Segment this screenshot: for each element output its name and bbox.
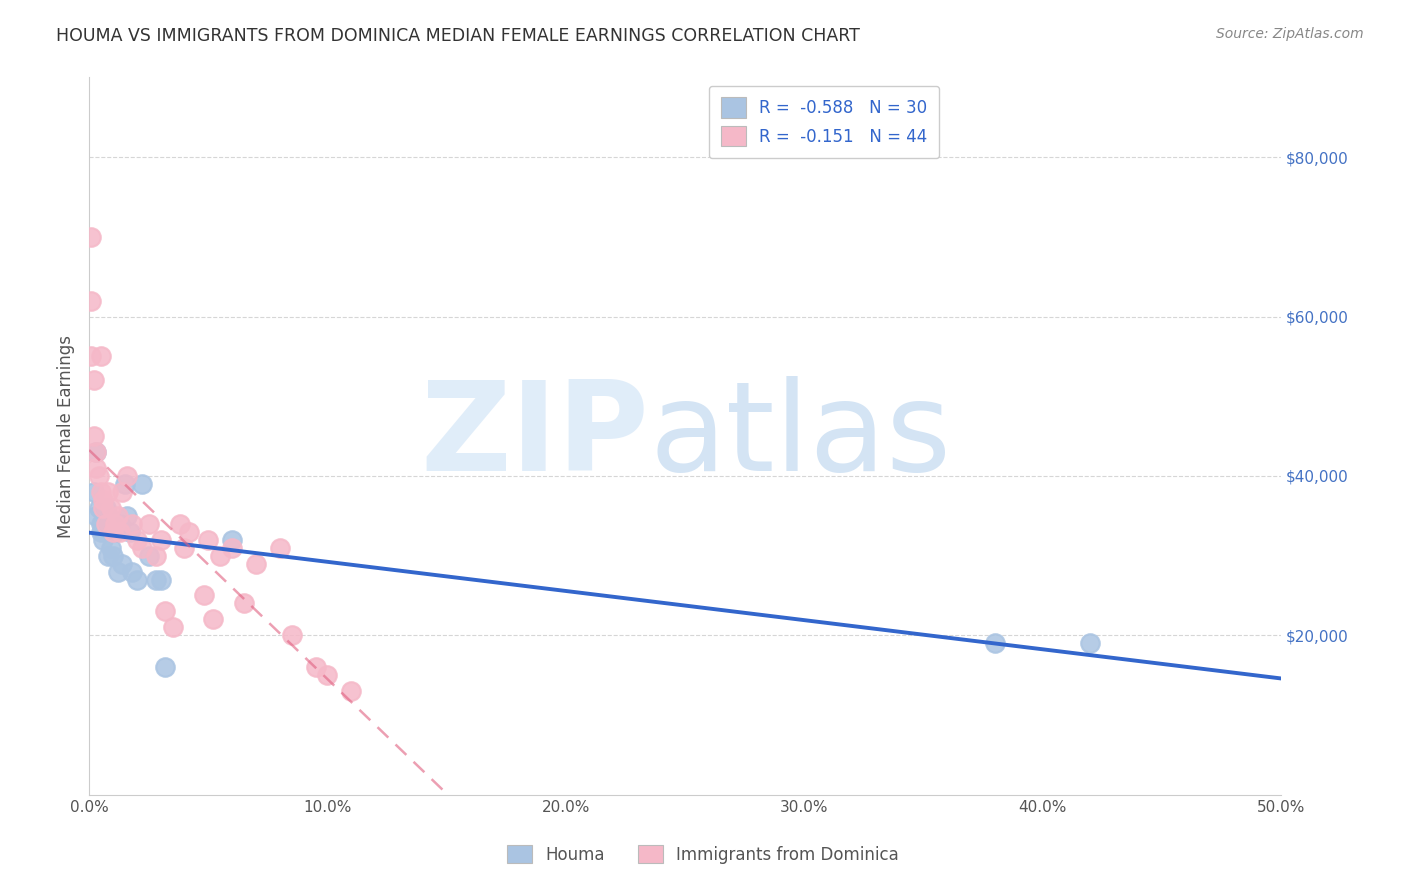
- Text: Source: ZipAtlas.com: Source: ZipAtlas.com: [1216, 27, 1364, 41]
- Point: [84, 445, 107, 459]
- Point: [145, 549, 167, 563]
- Point: [984, 636, 1007, 650]
- Point: [101, 549, 124, 563]
- Point: [149, 533, 172, 547]
- Point: [90, 516, 112, 531]
- Point: [90, 524, 112, 539]
- Point: [209, 549, 232, 563]
- Point: [101, 524, 124, 539]
- Point: [111, 484, 134, 499]
- Point: [221, 533, 243, 547]
- Legend: R =  -0.588   N = 30, R =  -0.151   N = 44: R = -0.588 N = 30, R = -0.151 N = 44: [709, 86, 939, 158]
- Point: [93, 533, 115, 547]
- Point: [173, 541, 195, 555]
- Point: [111, 557, 134, 571]
- Point: [149, 573, 172, 587]
- Point: [280, 628, 302, 642]
- Point: [114, 476, 136, 491]
- Point: [197, 533, 219, 547]
- Point: [84, 508, 107, 523]
- Y-axis label: Median Female Earnings: Median Female Earnings: [58, 334, 75, 538]
- Point: [121, 516, 143, 531]
- Point: [304, 660, 326, 674]
- Point: [83, 429, 105, 443]
- Text: HOUMA VS IMMIGRANTS FROM DOMINICA MEDIAN FEMALE EARNINGS CORRELATION CHART: HOUMA VS IMMIGRANTS FROM DOMINICA MEDIAN…: [56, 27, 860, 45]
- Point: [138, 549, 160, 563]
- Point: [100, 541, 122, 555]
- Point: [80, 293, 103, 308]
- Point: [162, 620, 184, 634]
- Point: [84, 445, 107, 459]
- Point: [202, 612, 225, 626]
- Point: [87, 469, 110, 483]
- Point: [94, 516, 117, 531]
- Point: [87, 500, 110, 515]
- Point: [131, 541, 153, 555]
- Point: [107, 565, 129, 579]
- Point: [107, 508, 129, 523]
- Point: [245, 557, 267, 571]
- Point: [83, 484, 105, 499]
- Point: [104, 524, 127, 539]
- Point: [221, 541, 243, 555]
- Point: [80, 230, 103, 244]
- Point: [233, 596, 256, 610]
- Point: [97, 549, 120, 563]
- Point: [101, 516, 124, 531]
- Point: [80, 350, 103, 364]
- Point: [90, 350, 112, 364]
- Text: atlas: atlas: [650, 376, 952, 497]
- Point: [125, 533, 148, 547]
- Point: [83, 373, 105, 387]
- Point: [316, 668, 339, 682]
- Point: [93, 500, 115, 515]
- Point: [104, 516, 127, 531]
- Point: [97, 508, 120, 523]
- Point: [340, 684, 363, 698]
- Point: [115, 508, 138, 523]
- Point: [108, 524, 131, 539]
- Text: ZIP: ZIP: [420, 376, 650, 497]
- Point: [108, 516, 131, 531]
- Point: [145, 573, 167, 587]
- Point: [100, 500, 122, 515]
- Point: [125, 573, 148, 587]
- Point: [115, 469, 138, 483]
- Point: [90, 484, 112, 499]
- Point: [169, 516, 191, 531]
- Point: [138, 516, 160, 531]
- Point: [155, 604, 177, 618]
- Point: [97, 484, 120, 499]
- Point: [131, 476, 153, 491]
- Point: [269, 541, 291, 555]
- Point: [118, 524, 141, 539]
- Point: [179, 524, 201, 539]
- Point: [155, 660, 177, 674]
- Point: [94, 500, 117, 515]
- Point: [1080, 636, 1102, 650]
- Point: [121, 565, 143, 579]
- Point: [84, 461, 107, 475]
- Point: [93, 492, 115, 507]
- Point: [193, 589, 215, 603]
- Legend: Houma, Immigrants from Dominica: Houma, Immigrants from Dominica: [501, 838, 905, 871]
